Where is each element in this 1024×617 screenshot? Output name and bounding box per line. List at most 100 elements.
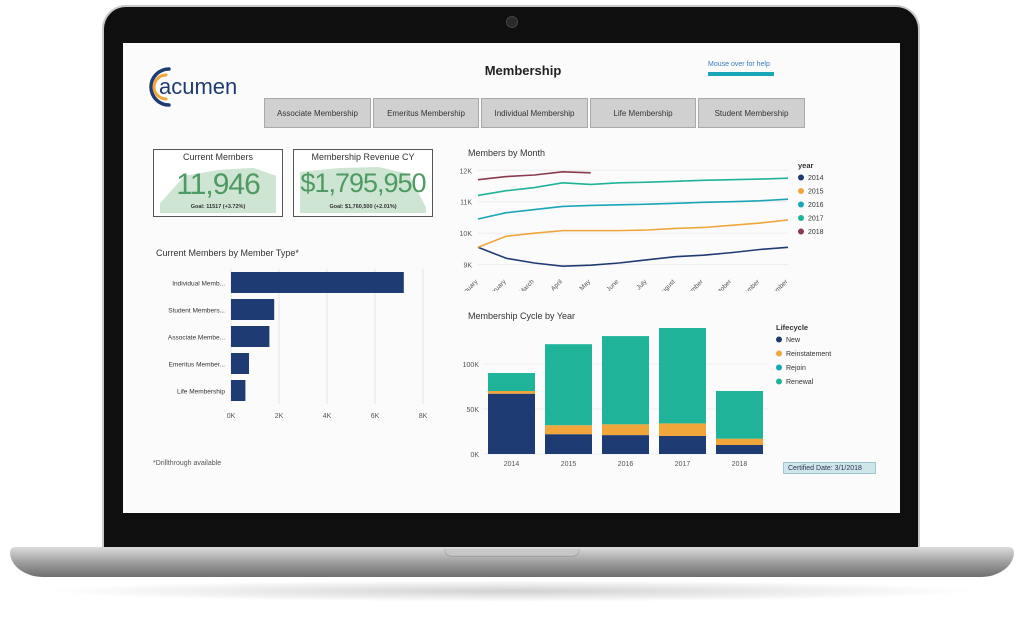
dashboard-screen: acumen Membership Mouse over for help As… xyxy=(123,43,900,513)
series-line-2018 xyxy=(477,171,591,181)
y-tick-label: 0K xyxy=(470,452,479,459)
x-tick-label: August xyxy=(657,278,676,291)
tab-individual-membership[interactable]: Individual Membership xyxy=(481,98,588,128)
bar-segment-new xyxy=(545,434,592,454)
x-tick-label: May xyxy=(579,278,593,291)
x-tick-label: July xyxy=(635,278,649,291)
kpi-goal: Goal: 11517 (+3.72%) xyxy=(190,204,246,210)
member-type-chart-title: Current Members by Member Type* xyxy=(156,248,299,258)
legend-label: 2018 xyxy=(808,229,824,236)
kpi-value: 11,946 xyxy=(176,168,261,201)
members-by-month-chart: 9K 10K 11K 12K January February March April May J… xyxy=(458,161,824,291)
category-label: Student Members... xyxy=(168,308,225,315)
series-line-2016 xyxy=(477,198,789,220)
x-tick-label: 6K xyxy=(371,413,380,420)
x-tick-label: 2017 xyxy=(675,461,691,468)
x-tick-label: December xyxy=(763,278,790,291)
y-tick-label: 100K xyxy=(463,362,480,369)
bar xyxy=(231,272,404,293)
x-tick-label: January xyxy=(458,278,480,291)
x-tick-label: October xyxy=(712,278,734,291)
y-tick-label: 10K xyxy=(460,231,473,238)
bar-segment-reinstatement xyxy=(659,423,706,436)
y-tick-label: 9K xyxy=(463,263,472,270)
legend-marker xyxy=(776,350,782,357)
bar-segment-renewal xyxy=(602,336,649,425)
bar xyxy=(231,326,270,347)
help-link[interactable]: Mouse over for help xyxy=(708,61,770,68)
bar-segment-new xyxy=(488,393,535,454)
x-tick-label: 4K xyxy=(323,413,332,420)
member-type-chart: 0K 2K 4K 6K 8K Individual Memb... Student Memb… xyxy=(168,269,428,420)
bar-segment-new xyxy=(659,436,706,454)
drillthrough-note: *Drillthrough available xyxy=(153,460,222,467)
legend-marker xyxy=(798,215,804,221)
category-label: Life Membership xyxy=(177,389,225,396)
bar-segment-renewal xyxy=(716,391,763,439)
logo-text: acumen xyxy=(159,74,237,99)
membership-cycle-title: Membership Cycle by Year xyxy=(468,311,576,321)
members-by-month-title: Members by Month xyxy=(468,148,546,158)
tab-student-membership[interactable]: Student Membership xyxy=(698,98,805,128)
category-label: Emeritus Member... xyxy=(169,362,226,369)
legend-marker xyxy=(798,201,804,208)
legend-label: 2014 xyxy=(808,175,824,182)
series-line-2014 xyxy=(477,246,789,267)
x-tick-label: April xyxy=(550,278,565,291)
laptop-shadow xyxy=(40,580,984,602)
kpi-title: Membership Revenue CY xyxy=(311,152,415,162)
x-tick-label: 2014 xyxy=(504,461,520,468)
camera-icon xyxy=(506,16,518,28)
legend-label: Rejoin xyxy=(786,365,806,372)
kpi-goal: Goal: $1,760,500 (+2.01%) xyxy=(329,204,397,210)
kpi-trend-area xyxy=(300,166,426,214)
legend-title: year xyxy=(798,161,814,170)
x-tick-label: November xyxy=(735,278,762,291)
x-tick-label: June xyxy=(605,278,620,291)
kpi-value: $1,795,950 xyxy=(300,168,426,198)
page-title: Membership xyxy=(484,63,562,78)
bar-segment-renewal xyxy=(488,373,535,391)
membership-cycle-chart: 0K 50K 100K 2014 2015 2016 2017 2018 Lifecycle Ne… xyxy=(463,323,832,468)
legend-marker xyxy=(776,364,782,371)
series-line-2017 xyxy=(477,177,789,197)
legend-title: Lifecycle xyxy=(776,323,808,332)
acumen-logo: acumen xyxy=(149,67,237,107)
certified-date-badge: Certified Date: 3/1/2018 xyxy=(783,462,876,474)
bar-segment-renewal xyxy=(659,328,706,424)
tab-emeritus-membership[interactable]: Emeritus Membership xyxy=(373,98,479,128)
legend-label: Renewal xyxy=(786,379,814,386)
x-tick-label: 0K xyxy=(227,413,236,420)
legend-marker xyxy=(776,336,782,343)
x-tick-label: 2018 xyxy=(732,461,748,468)
bar-segment-new xyxy=(602,435,649,454)
bar-segment-reinstatement xyxy=(602,424,649,436)
x-tick-label: September xyxy=(677,278,705,291)
legend-label: 2015 xyxy=(808,189,824,196)
tab-life-membership[interactable]: Life Membership xyxy=(590,98,696,128)
y-tick-label: 11K xyxy=(460,200,472,207)
kpi-membership-revenue[interactable]: Membership Revenue CY $1,795,950 Goal: $… xyxy=(293,149,433,217)
legend-marker xyxy=(798,188,804,194)
kpi-current-members[interactable]: Current Members 11,946 Goal: 11517 (+3.7… xyxy=(153,149,283,217)
x-tick-label: March xyxy=(518,278,536,291)
bar-segment-renewal xyxy=(545,344,592,426)
tab-associate-membership[interactable]: Associate Membership xyxy=(264,98,371,128)
bar-segment-reinstatement xyxy=(545,425,592,435)
bar xyxy=(231,380,246,401)
y-tick-label: 12K xyxy=(460,168,473,175)
legend-label: 2017 xyxy=(808,216,824,223)
help-underline xyxy=(708,72,774,76)
x-tick-label: 2016 xyxy=(618,461,634,468)
bar xyxy=(231,299,275,320)
bar xyxy=(231,353,249,374)
laptop-notch xyxy=(444,549,580,557)
bar-segment-reinstatement xyxy=(716,438,763,445)
legend-marker xyxy=(798,228,804,235)
legend-marker xyxy=(776,378,782,385)
kpi-title: Current Members xyxy=(182,152,254,162)
legend-label: Reinstatement xyxy=(786,351,831,358)
x-tick-label: February xyxy=(484,278,508,291)
x-tick-label: 2K xyxy=(275,413,284,420)
legend-label: 2016 xyxy=(808,202,824,209)
